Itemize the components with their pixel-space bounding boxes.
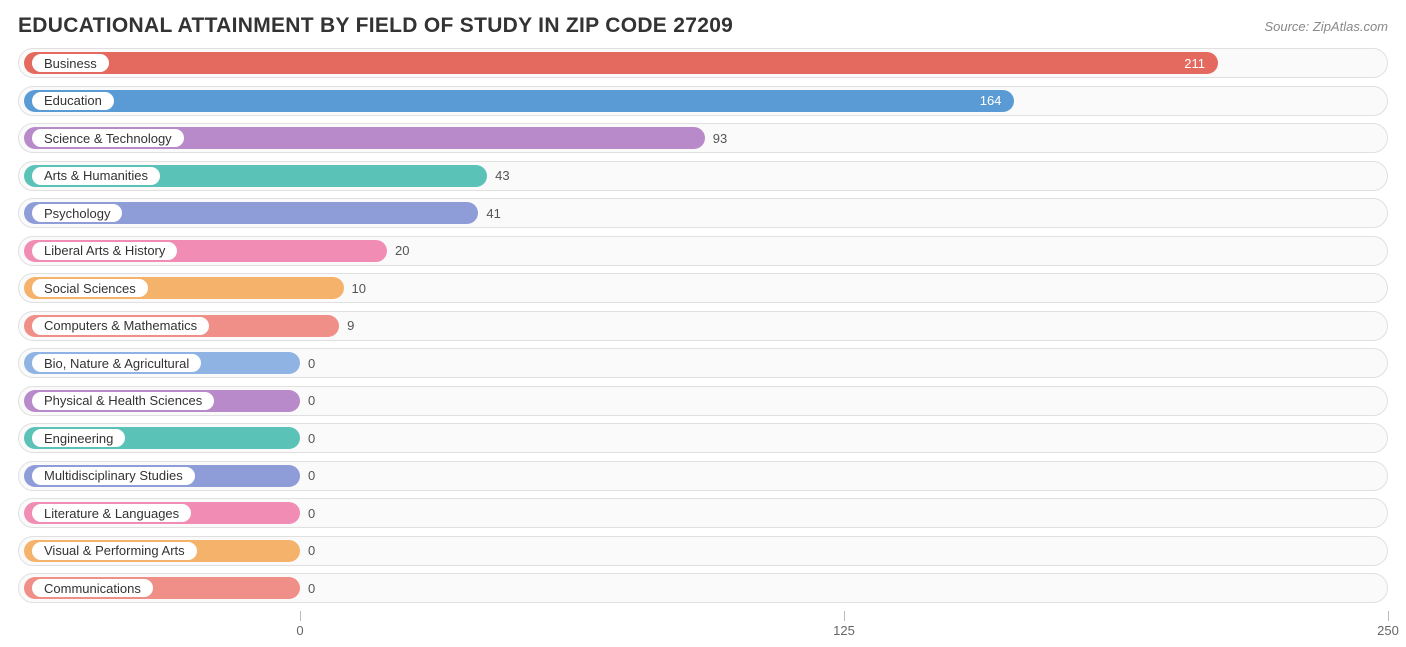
category-pill: Social Sciences (30, 277, 150, 299)
category-pill: Literature & Languages (30, 502, 193, 524)
bar-row: Psychology 41 (18, 198, 1388, 228)
bar-row: Communications 0 (18, 573, 1388, 603)
category-pill: Education (30, 90, 116, 112)
bar-row: Visual & Performing Arts 0 (18, 536, 1388, 566)
bar-row: Physical & Health Sciences 0 (18, 386, 1388, 416)
value-label: 211 (1184, 48, 1205, 78)
bar-fill (24, 90, 1014, 112)
category-pill: Arts & Humanities (30, 165, 162, 187)
value-label: 0 (308, 573, 315, 603)
source-attribution: Source: ZipAtlas.com (1264, 19, 1388, 34)
bar-fill (24, 52, 1218, 74)
category-pill: Computers & Mathematics (30, 315, 211, 337)
value-label: 10 (352, 273, 366, 303)
value-label: 0 (308, 423, 315, 453)
x-axis: 0125250 (18, 611, 1388, 647)
bar-row: Bio, Nature & Agricultural 0 (18, 348, 1388, 378)
chart-title: EDUCATIONAL ATTAINMENT BY FIELD OF STUDY… (18, 14, 733, 38)
value-label: 0 (308, 498, 315, 528)
value-label: 0 (308, 536, 315, 566)
bar-row: Social Sciences 10 (18, 273, 1388, 303)
category-pill: Business (30, 52, 111, 74)
x-tick-label: 250 (1377, 623, 1399, 638)
bar-row: Liberal Arts & History 20 (18, 236, 1388, 266)
x-tick (300, 611, 301, 621)
value-label: 164 (980, 86, 1002, 116)
category-pill: Communications (30, 577, 155, 599)
x-tick-label: 125 (833, 623, 855, 638)
chart-area: Business 211 Education 164 Science & Technol… (18, 48, 1388, 603)
value-label: 0 (308, 386, 315, 416)
value-label: 9 (347, 311, 354, 341)
header: EDUCATIONAL ATTAINMENT BY FIELD OF STUDY… (18, 14, 1388, 38)
bar-row: Education 164 (18, 86, 1388, 116)
bar-row: Arts & Humanities 43 (18, 161, 1388, 191)
value-label: 20 (395, 236, 409, 266)
value-label: 43 (495, 161, 509, 191)
category-pill: Multidisciplinary Studies (30, 465, 197, 487)
value-label: 0 (308, 348, 315, 378)
x-tick-label: 0 (296, 623, 303, 638)
bar-row: Engineering 0 (18, 423, 1388, 453)
value-label: 0 (308, 461, 315, 491)
category-pill: Science & Technology (30, 127, 186, 149)
bar-row: Business 211 (18, 48, 1388, 78)
chart-container: EDUCATIONAL ATTAINMENT BY FIELD OF STUDY… (0, 0, 1406, 631)
category-pill: Psychology (30, 202, 124, 224)
x-tick (844, 611, 845, 621)
bar-row: Science & Technology 93 (18, 123, 1388, 153)
x-tick (1388, 611, 1389, 621)
value-label: 93 (713, 123, 727, 153)
category-pill: Bio, Nature & Agricultural (30, 352, 203, 374)
bar-row: Literature & Languages 0 (18, 498, 1388, 528)
category-pill: Engineering (30, 427, 127, 449)
bar-row: Computers & Mathematics 9 (18, 311, 1388, 341)
value-label: 41 (486, 198, 500, 228)
bar-row: Multidisciplinary Studies 0 (18, 461, 1388, 491)
category-pill: Visual & Performing Arts (30, 540, 199, 562)
category-pill: Liberal Arts & History (30, 240, 179, 262)
category-pill: Physical & Health Sciences (30, 390, 216, 412)
